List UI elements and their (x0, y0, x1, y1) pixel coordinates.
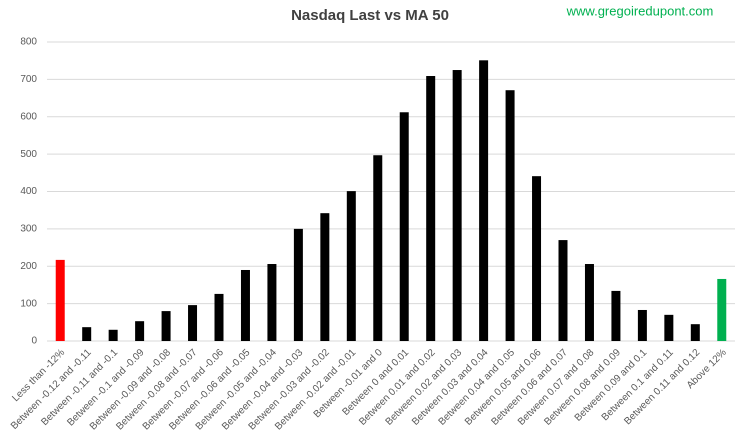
bar (505, 90, 515, 342)
bar (558, 240, 568, 341)
y-tick-label: 0 (31, 336, 37, 347)
bar (532, 176, 542, 341)
bar (82, 327, 92, 341)
bar (452, 70, 462, 341)
bar (611, 290, 621, 341)
y-tick-label: 700 (20, 74, 37, 85)
bar (55, 259, 65, 341)
bar (373, 155, 383, 341)
bar (584, 264, 594, 341)
watermark: www.gregoiredupont.com (566, 3, 714, 18)
bar (135, 321, 145, 341)
y-tick-label: 500 (20, 149, 37, 160)
bar (479, 60, 489, 341)
bar (690, 324, 700, 341)
y-tick-label: 200 (20, 261, 37, 272)
bar (188, 305, 198, 341)
bar (108, 329, 118, 341)
y-tick-label: 600 (20, 111, 37, 122)
bar (717, 278, 727, 341)
bar (320, 213, 330, 341)
bar (399, 112, 409, 341)
bar (161, 311, 171, 341)
y-tick-label: 300 (20, 224, 37, 235)
bar (664, 314, 674, 341)
chart-title: Nasdaq Last vs MA 50 (291, 7, 449, 24)
bar (214, 293, 224, 341)
bar (240, 269, 250, 341)
y-tick-label: 800 (20, 37, 37, 48)
y-tick-label: 400 (20, 186, 37, 197)
bar (426, 76, 436, 341)
bar (346, 191, 356, 341)
bar (267, 264, 277, 341)
bar (637, 309, 647, 341)
y-tick-label: 100 (20, 298, 37, 309)
bar (293, 228, 303, 341)
